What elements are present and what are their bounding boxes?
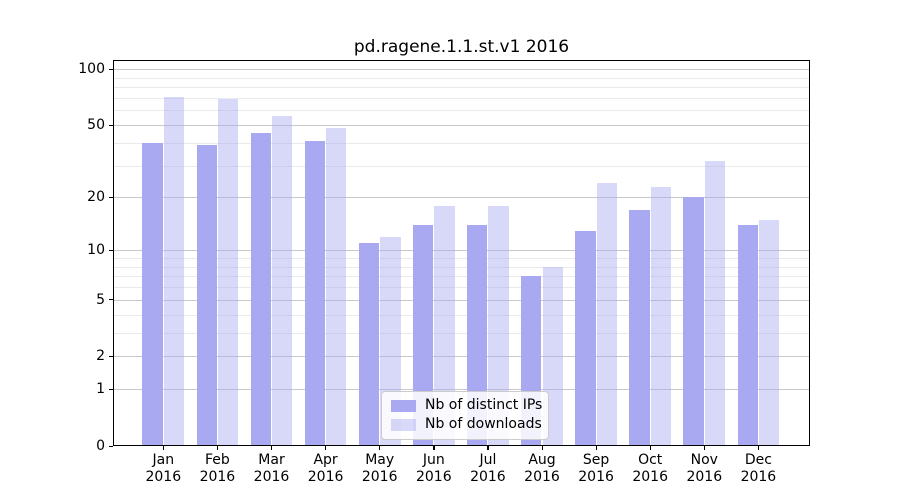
x-tick-label-mar: Mar 2016 [253, 452, 290, 485]
bar-distinct-ips-mar [250, 133, 271, 446]
y-tick-10 [109, 249, 113, 251]
legend-label-distinct-ips: Nb of distinct IPs [425, 397, 543, 413]
gridline-major-100 [113, 69, 810, 71]
x-tick-jun [433, 446, 435, 450]
gridline-minor-70 [113, 97, 810, 99]
bar-distinct-ips-jun [412, 224, 434, 446]
x-tick-jan [162, 446, 165, 450]
x-tick-apr [325, 446, 327, 450]
y-tick-label-2: 2 [96, 348, 105, 365]
bar-distinct-ips-apr [304, 140, 326, 446]
legend-swatch-distinct-ips [391, 399, 416, 412]
y-tick-20 [109, 196, 113, 199]
legend-swatch-downloads [391, 418, 416, 431]
y-tick-5 [109, 299, 113, 301]
legend-item-distinct-ips: Nb of distinct IPs [391, 398, 542, 413]
y-tick-label-0: 0 [96, 438, 105, 454]
y-tick-50 [109, 124, 113, 126]
gridline-minor-7 [113, 276, 810, 278]
x-tick-label-nov: Nov 2016 [686, 452, 723, 485]
gridline-major-10 [113, 250, 810, 252]
y-tick-label-20: 20 [87, 189, 105, 206]
bar-downloads-dec [758, 219, 780, 446]
x-tick-sep [595, 446, 597, 450]
gridline-minor-40 [113, 142, 810, 144]
y-tick-100 [109, 68, 113, 70]
gridline-minor-90 [113, 77, 810, 79]
bar-distinct-ips-jul [467, 224, 488, 446]
gridline-major-50 [113, 125, 810, 126]
x-tick-may [379, 446, 381, 450]
x-tick-label-feb: Feb 2016 [199, 452, 236, 485]
x-tick-mar [271, 446, 273, 450]
bar-distinct-ips-may [358, 243, 380, 446]
x-tick-aug [541, 446, 543, 450]
gridline-minor-9 [113, 258, 810, 259]
y-tick-label-100: 100 [78, 61, 105, 78]
x-tick-nov [703, 446, 706, 450]
gridline-major-2 [113, 356, 810, 358]
legend-item-downloads: Nb of downloads [391, 417, 542, 432]
bar-downloads-jan [163, 96, 185, 446]
x-tick-label-jul: Jul 2016 [470, 452, 506, 485]
x-tick-label-aug: Aug 2016 [524, 452, 560, 485]
bar-downloads-feb [217, 99, 239, 446]
y-tick-0 [109, 445, 113, 447]
x-tick-jul [487, 446, 489, 450]
bar-downloads-jun [434, 205, 455, 446]
x-tick-feb [216, 446, 219, 450]
bar-distinct-ips-feb [196, 144, 217, 446]
bar-distinct-ips-sep [575, 230, 596, 446]
y-tick-1 [109, 388, 113, 391]
y-tick-label-5: 5 [96, 291, 105, 308]
gridline-minor-60 [113, 110, 810, 112]
gridline-minor-80 [113, 87, 810, 89]
bar-distinct-ips-dec [737, 224, 758, 446]
legend-label-downloads: Nb of downloads [425, 416, 542, 432]
plot-area [113, 60, 810, 446]
y-tick-label-50: 50 [87, 117, 105, 133]
bar-downloads-mar [272, 115, 293, 446]
gridline-minor-4 [113, 314, 810, 316]
x-tick-oct [649, 446, 651, 450]
x-tick-label-dec: Dec 2016 [740, 452, 777, 485]
bar-downloads-sep [596, 183, 617, 446]
y-tick-label-10: 10 [87, 242, 105, 259]
bar-distinct-ips-nov [683, 197, 704, 446]
x-tick-label-jun: Jun 2016 [415, 452, 452, 485]
bar-downloads-nov [704, 160, 726, 446]
x-tick-dec [757, 446, 760, 450]
bar-downloads-oct [650, 186, 672, 446]
chart-title: pd.ragene.1.1.st.v1 2016 [353, 37, 570, 57]
bar-downloads-jul [488, 205, 509, 446]
x-tick-label-oct: Oct 2016 [632, 452, 668, 485]
gridline-minor-3 [113, 332, 810, 334]
y-tick-2 [109, 355, 113, 358]
x-tick-label-may: May 2016 [361, 452, 398, 485]
gridline-minor-8 [113, 266, 810, 268]
gridline-minor-6 [113, 287, 810, 289]
gridline-major-5 [113, 299, 810, 301]
legend: Nb of distinct IPs Nb of downloads [381, 391, 549, 440]
y-tick-label-1: 1 [96, 381, 105, 398]
bar-distinct-ips-oct [629, 210, 650, 446]
gridline-major-1 [113, 389, 810, 391]
x-tick-label-sep: Sep 2016 [578, 452, 614, 485]
gridline-major-20 [113, 197, 810, 199]
x-tick-label-jan: Jan 2016 [145, 452, 182, 485]
bar-distinct-ips-jan [142, 142, 163, 446]
bar-downloads-apr [326, 128, 347, 446]
gridline-minor-30 [113, 165, 810, 167]
x-tick-label-apr: Apr 2016 [307, 452, 344, 485]
